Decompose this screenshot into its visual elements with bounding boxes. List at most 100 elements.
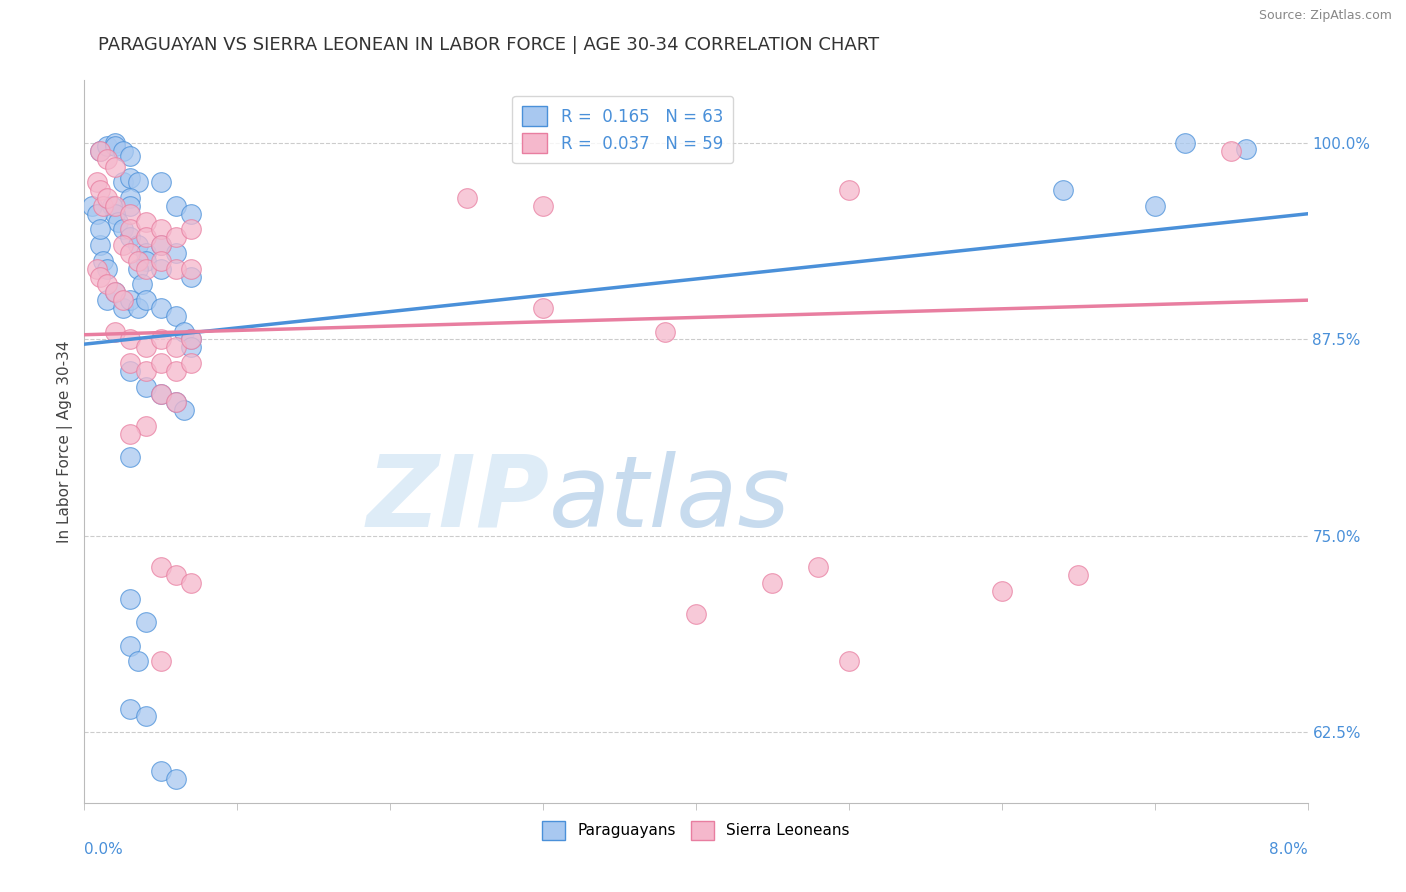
Point [531,199,554,213]
Point [111,222,134,236]
Point [104,160,127,174]
Point [89,144,111,158]
Point [135,379,157,393]
Point [89,222,111,236]
Point [149,238,172,252]
Point [120,426,142,441]
Text: Source: ZipAtlas.com: Source: ZipAtlas.com [1258,9,1392,22]
Point [135,709,157,723]
Point [96,152,118,166]
Point [149,387,172,401]
Point [120,207,142,221]
Point [807,560,830,574]
Point [96,261,118,276]
Point [165,309,187,323]
Point [104,207,127,221]
Point [180,340,202,354]
Point [135,340,157,354]
Point [991,583,1014,598]
Point [165,230,187,244]
Point [135,418,157,433]
Point [149,764,172,779]
Point [165,772,187,787]
Point [89,269,111,284]
Point [165,364,187,378]
Text: 8.0%: 8.0% [1268,842,1308,857]
Point [91,254,114,268]
Point [127,254,149,268]
Point [120,293,142,308]
Point [104,136,127,150]
Point [165,395,187,409]
Point [120,191,142,205]
Point [120,591,142,606]
Point [456,191,478,205]
Text: atlas: atlas [550,450,790,548]
Text: ZIP: ZIP [366,450,550,548]
Point [165,568,187,582]
Point [127,301,149,315]
Point [120,333,142,347]
Point [761,575,783,590]
Point [120,199,142,213]
Point [685,607,707,622]
Point [1220,144,1243,158]
Point [127,261,149,276]
Point [1052,183,1074,197]
Point [96,293,118,308]
Point [1067,568,1090,582]
Point [135,364,157,378]
Point [149,333,172,347]
Point [120,701,142,715]
Point [89,183,111,197]
Point [120,450,142,465]
Point [91,199,114,213]
Point [135,615,157,630]
Point [180,222,202,236]
Point [1143,199,1166,213]
Point [80,199,103,213]
Point [165,261,187,276]
Point [180,269,202,284]
Point [101,199,124,213]
Point [654,325,676,339]
Point [173,325,195,339]
Point [135,246,157,260]
Point [149,356,172,370]
Point [180,333,202,347]
Point [149,261,172,276]
Point [104,199,127,213]
Point [135,261,157,276]
Point [96,277,118,292]
Point [149,655,172,669]
Point [838,655,860,669]
Point [149,175,172,189]
Point [173,403,195,417]
Point [531,301,554,315]
Point [107,214,129,228]
Point [165,395,187,409]
Point [120,149,142,163]
Point [135,254,157,268]
Point [104,325,127,339]
Y-axis label: In Labor Force | Age 30-34: In Labor Force | Age 30-34 [58,340,73,543]
Point [149,560,172,574]
Point [131,277,153,292]
Point [149,301,172,315]
Point [86,261,108,276]
Point [180,356,202,370]
Text: PARAGUAYAN VS SIERRA LEONEAN IN LABOR FORCE | AGE 30-34 CORRELATION CHART: PARAGUAYAN VS SIERRA LEONEAN IN LABOR FO… [98,36,880,54]
Point [127,655,149,669]
Point [1236,142,1258,156]
Point [149,238,172,252]
Point [165,199,187,213]
Point [127,175,149,189]
Point [111,301,134,315]
Point [120,639,142,653]
Point [104,139,127,153]
Point [89,238,111,252]
Point [838,183,860,197]
Point [135,293,157,308]
Point [96,191,118,205]
Point [120,222,142,236]
